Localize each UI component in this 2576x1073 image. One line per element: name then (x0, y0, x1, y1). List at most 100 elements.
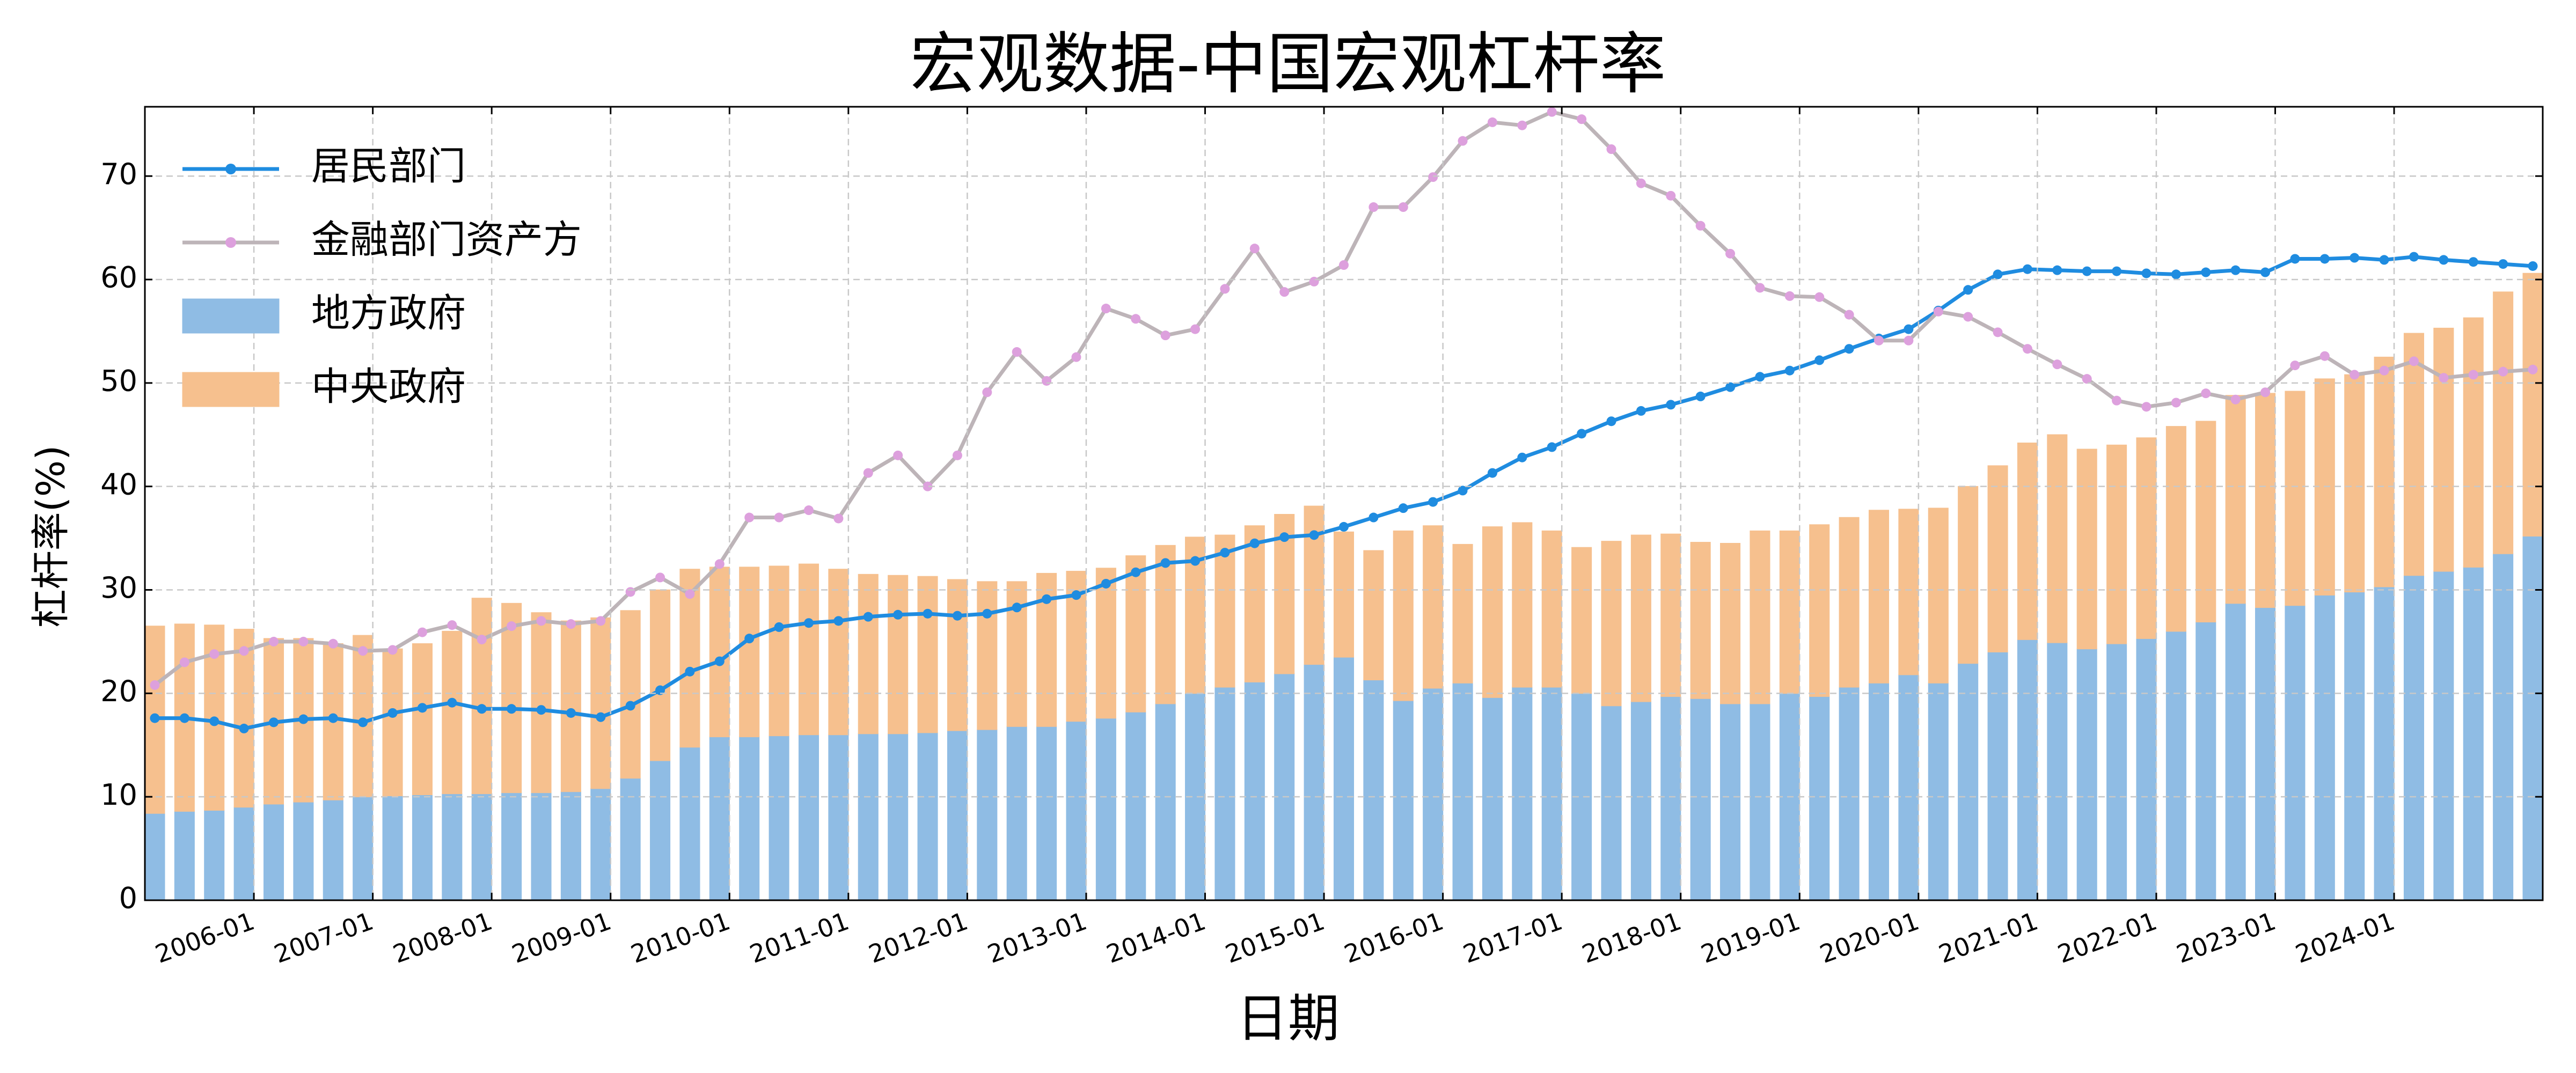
marker (2528, 364, 2538, 374)
bar (353, 635, 374, 797)
marker (2468, 370, 2478, 380)
marker (1814, 292, 1825, 302)
marker (387, 708, 398, 718)
bar (2463, 317, 2484, 568)
bar (947, 730, 968, 900)
x-tick-label: 2023-01 (2172, 906, 2279, 968)
y-tick-label: 10 (100, 778, 137, 812)
x-tick-label: 2017-01 (1459, 906, 1566, 968)
bar (1987, 465, 2008, 652)
bar (2047, 642, 2068, 900)
marker (1160, 558, 1170, 568)
marker (1666, 190, 1676, 201)
marker (1606, 416, 1616, 427)
marker (2439, 373, 2449, 383)
marker (833, 616, 844, 626)
marker (2409, 252, 2419, 262)
bar (2433, 327, 2454, 572)
bar (1868, 510, 1890, 684)
marker (2319, 254, 2330, 264)
marker (1547, 107, 1557, 117)
marker (923, 481, 933, 491)
marker (1695, 221, 1706, 231)
marker (655, 685, 665, 695)
marker (1160, 330, 1170, 341)
bar (1423, 525, 1444, 689)
marker (744, 512, 755, 523)
bar (2165, 630, 2186, 900)
bar (2076, 648, 2097, 900)
bar (1839, 687, 1860, 900)
marker (1101, 304, 1111, 314)
marker (2260, 267, 2271, 277)
bar (1601, 705, 1622, 900)
legend-label: 居民部门 (311, 144, 466, 189)
bar (1630, 534, 1651, 702)
marker (2112, 395, 2122, 406)
marker (150, 713, 160, 723)
legend-label: 地方政府 (311, 291, 466, 336)
marker (1339, 260, 1349, 270)
bar (1750, 530, 1770, 704)
bar (2225, 395, 2246, 604)
legend-marker (225, 164, 236, 174)
bar (1274, 673, 1295, 900)
bar (1423, 687, 1444, 900)
bar (1720, 542, 1741, 704)
bar (1363, 550, 1384, 681)
bar (917, 576, 938, 733)
bar (1928, 508, 1949, 684)
marker (387, 645, 398, 655)
marker (744, 634, 755, 644)
bar (1393, 700, 1414, 900)
chart-title: 宏观数据-中国宏观杠杆率 (910, 26, 1666, 103)
marker (1517, 120, 1527, 130)
marker (1933, 306, 1943, 317)
y-tick-label: 70 (100, 157, 137, 191)
marker (358, 646, 368, 656)
marker (209, 716, 219, 726)
marker (1755, 372, 1765, 382)
marker (536, 616, 546, 626)
bar (1214, 687, 1235, 900)
bar (1779, 530, 1800, 694)
marker (1755, 283, 1765, 293)
y-tick-label: 50 (100, 364, 137, 398)
bar (2374, 356, 2395, 587)
marker (358, 717, 368, 727)
marker (1458, 486, 1468, 496)
bar (977, 581, 998, 730)
bar (2403, 333, 2425, 576)
marker (1487, 117, 1497, 127)
y-tick-label: 0 (119, 881, 137, 915)
marker (2022, 344, 2032, 354)
marker (804, 618, 814, 628)
marker (1963, 285, 1973, 295)
x-tick-label: 2006-01 (151, 906, 258, 968)
marker (1666, 400, 1676, 410)
bar (531, 792, 552, 900)
bar (1452, 543, 1473, 684)
marker (1577, 429, 1587, 439)
marker (2350, 370, 2360, 380)
bar (1125, 555, 1146, 712)
bar (2374, 586, 2395, 900)
marker (596, 712, 606, 722)
marker (1190, 324, 1201, 334)
bar (917, 732, 938, 900)
y-tick-label: 30 (100, 571, 137, 605)
bar (709, 567, 730, 738)
marker (2141, 402, 2151, 412)
bar (1482, 526, 1503, 698)
bar (2493, 553, 2514, 900)
y-tick-label: 20 (100, 674, 137, 708)
bar (1452, 682, 1473, 900)
marker (2528, 261, 2538, 271)
legend-label: 金融部门资产方 (311, 217, 582, 262)
bar (174, 811, 195, 900)
marker (1695, 391, 1706, 401)
bar (1987, 651, 2008, 900)
marker (952, 611, 962, 621)
marker (2201, 267, 2211, 277)
marker (1874, 335, 1884, 346)
